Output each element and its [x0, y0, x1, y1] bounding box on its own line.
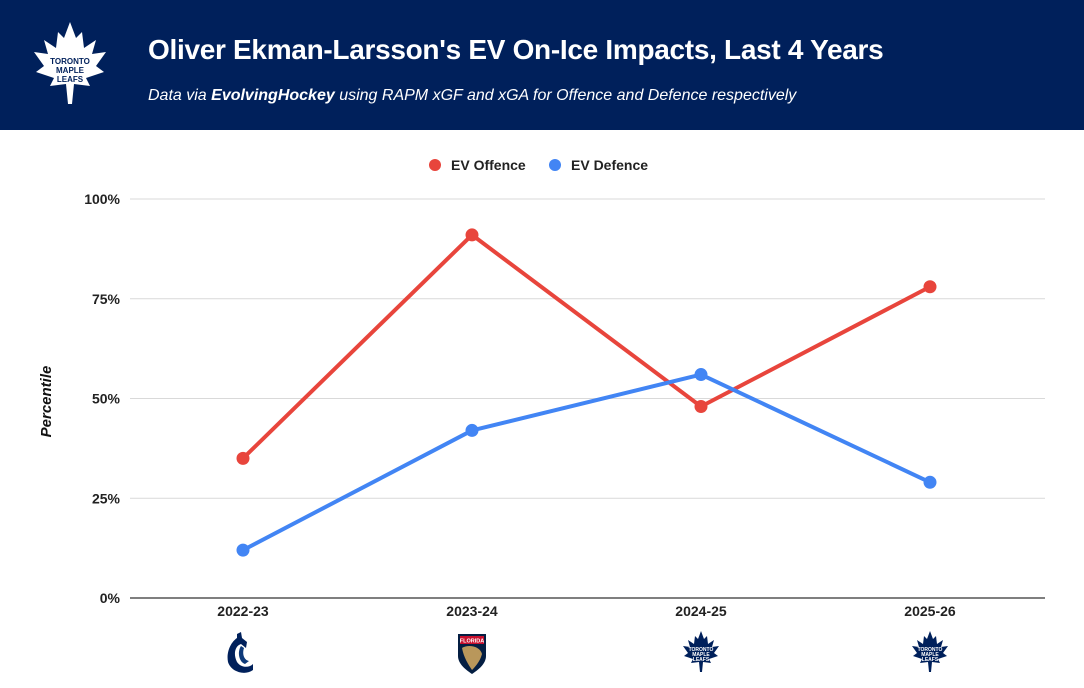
subtitle-suffix: using RAPM xGF and xGA for Offence and D… — [334, 87, 797, 104]
y-tick-label: 0% — [100, 590, 121, 606]
data-point — [236, 543, 250, 557]
svg-text:FLORIDA: FLORIDA — [460, 639, 484, 645]
legend-label: EV Offence — [451, 157, 526, 173]
x-tick-label: 2024-25 — [675, 603, 727, 619]
subtitle-prefix: Data via — [148, 87, 212, 104]
x-tick-label: 2025-26 — [904, 603, 956, 619]
svg-text:LEAFS: LEAFS — [922, 657, 939, 663]
y-tick-label: 50% — [92, 391, 121, 407]
maple-leafs-logo: TORONTO MAPLE LEAFS — [34, 22, 106, 104]
chart-title: Oliver Ekman-Larsson's EV On-Ice Impacts… — [148, 34, 884, 65]
svg-text:TORONTO: TORONTO — [918, 647, 943, 653]
chart-subtitle: Data via EvolvingHockey using RAPM xGF a… — [148, 87, 796, 105]
y-axis-label: Percentile — [38, 366, 55, 438]
svg-text:MAPLE: MAPLE — [692, 652, 710, 658]
svg-text:TORONTO: TORONTO — [689, 647, 714, 653]
data-point — [465, 228, 479, 242]
data-point — [694, 399, 708, 413]
subtitle-source: EvolvingHockey — [211, 87, 335, 104]
x-tick-label: 2022-23 — [217, 603, 269, 619]
toronto-maple-leafs-logo: TORONTO MAPLE LEAFS — [910, 630, 950, 681]
y-tick-label: 100% — [84, 191, 120, 207]
data-point — [465, 423, 479, 437]
florida-panthers-logo: FLORIDA — [452, 630, 492, 681]
data-point — [694, 368, 708, 382]
line-chart: 0% 25% 50% 75% 100% Percentile 2022-23 2023-24 2… — [38, 157, 1045, 619]
data-point — [923, 280, 937, 294]
series-line-ev-defence — [242, 372, 931, 552]
toronto-maple-leafs-logo: TORONTO MAPLE LEAFS — [681, 630, 721, 681]
x-tick-label: 2023-24 — [446, 603, 498, 619]
svg-text:MAPLE: MAPLE — [56, 66, 85, 75]
y-tick-label: 75% — [92, 291, 121, 307]
data-point — [923, 475, 937, 489]
svg-text:MAPLE: MAPLE — [921, 652, 939, 658]
legend-marker — [429, 159, 441, 171]
svg-text:LEAFS: LEAFS — [693, 657, 710, 663]
svg-text:TORONTO: TORONTO — [50, 57, 90, 66]
header-banner: TORONTO MAPLE LEAFS Oliver Ekman-Larsson… — [0, 0, 1084, 130]
y-tick-label: 25% — [92, 490, 121, 506]
data-point — [236, 451, 250, 465]
series-line-ev-offence — [241, 232, 931, 460]
legend-label: EV Defence — [571, 157, 648, 173]
legend-marker — [549, 159, 561, 171]
svg-text:LEAFS: LEAFS — [57, 75, 84, 84]
vancouver-canucks-logo — [223, 630, 263, 681]
